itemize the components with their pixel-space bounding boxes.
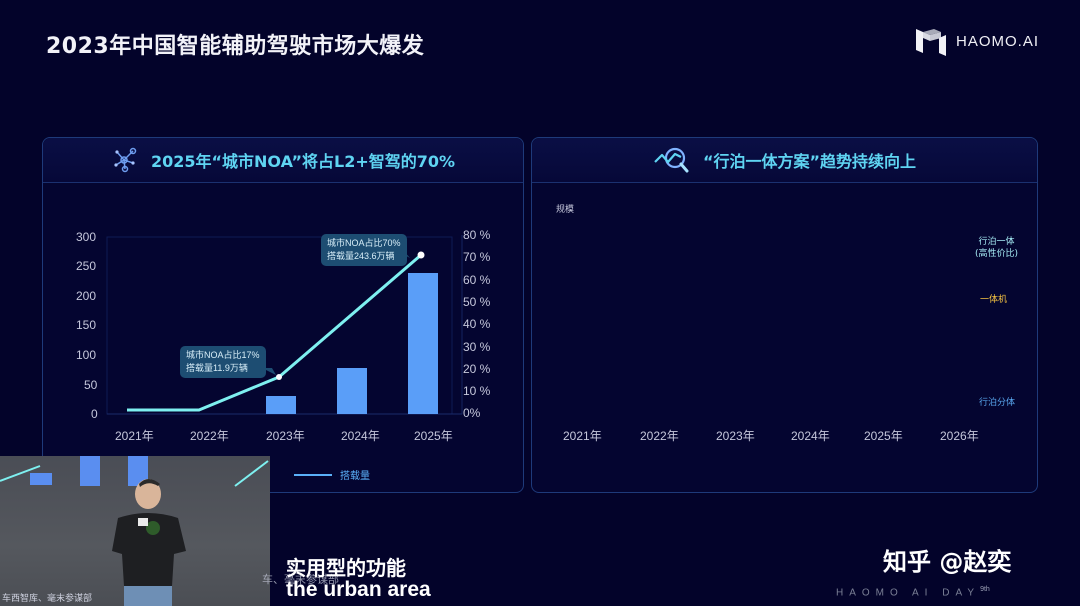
y2-tick: 40 % (463, 317, 491, 331)
zhihu-watermark: 知乎 @赵奕 (883, 548, 1012, 576)
speaker-figure (0, 456, 269, 606)
y2-tick: 30 % (463, 340, 491, 354)
chart-legend: 搭载量 (294, 467, 370, 482)
y-tick: 150 (76, 318, 97, 332)
y-tick: 0 (91, 407, 98, 421)
haomo-m-logo-icon (916, 29, 946, 56)
x-tick: 2025年 (864, 429, 903, 443)
y-tick: 300 (76, 230, 97, 244)
network-nodes-icon (114, 147, 137, 173)
x-tick: 2022年 (190, 429, 229, 443)
annotation-2025: 城市NOA占比70% 搭载量243.6万辆 (321, 234, 407, 266)
x-tick: 2024年 (341, 429, 380, 443)
logo-text: HAOMO.AI (956, 32, 1040, 50)
integration-trend-panel: “行泊一体方案”趋势持续向上 (531, 137, 1038, 493)
series-label-integrated: 行泊一体 (高性价比) (975, 237, 1019, 259)
x-tick: 2022年 (640, 429, 679, 443)
y-tick: 200 (76, 289, 97, 303)
series-label-all-in-one: 一体机 (980, 295, 1008, 305)
y2-tick: 80 % (463, 228, 491, 242)
y2-tick: 60 % (463, 273, 491, 287)
panel-title: “行泊一体方案”趋势持续向上 (702, 152, 917, 171)
subtitle-en: the urban area (286, 578, 431, 601)
y-tick: 50 (84, 378, 98, 392)
y-tick: 100 (76, 348, 97, 362)
y-tick: 250 (76, 259, 97, 273)
y2-tick: 10 % (463, 384, 491, 398)
annotation-2023: 城市NOA占比17% 搭载量11.9万辆 (180, 346, 266, 378)
x-tick: 2023年 (716, 429, 755, 443)
haomo-logo: HAOMO.AI (914, 26, 1039, 56)
inset-ghost-text: 车西智库、毫末参谋部 (2, 594, 93, 604)
trend-search-icon (654, 147, 689, 173)
y2-tick: 0% (463, 406, 481, 420)
x-tick: 2025年 (414, 429, 453, 443)
slide-title: 2023年中国智能辅助驾驶市场大爆发 (46, 34, 425, 59)
panel-header: 2025年“城市NOA”将占L2+智驾的70% (43, 138, 523, 183)
legend-label: 搭载量 (340, 471, 370, 482)
x-tick: 2024年 (791, 429, 830, 443)
y-axis-label: 规模 (556, 204, 575, 214)
x-tick: 2023年 (266, 429, 305, 443)
event-mark: HAOMO AI DAY9th (836, 586, 990, 599)
panel-title: 2025年“城市NOA”将占L2+智驾的70% (150, 152, 456, 171)
y2-tick: 50 % (463, 295, 491, 309)
panel-header: “行泊一体方案”趋势持续向上 (532, 138, 1037, 183)
speaker-video-inset: 车西智库、毫末参谋部 (0, 456, 270, 606)
legend-swatch (294, 473, 332, 476)
x-tick: 2021年 (563, 429, 602, 443)
caption-ghost: 车、毫末参谋部 (262, 573, 339, 586)
series-label-separate: 行泊分体 (979, 398, 1016, 408)
y2-tick: 70 % (463, 250, 491, 264)
subtitle-cn: 实用型的功能 (286, 556, 406, 580)
x-tick: 2026年 (940, 429, 979, 443)
x-tick: 2021年 (115, 429, 154, 443)
y2-tick: 20 % (463, 362, 491, 376)
